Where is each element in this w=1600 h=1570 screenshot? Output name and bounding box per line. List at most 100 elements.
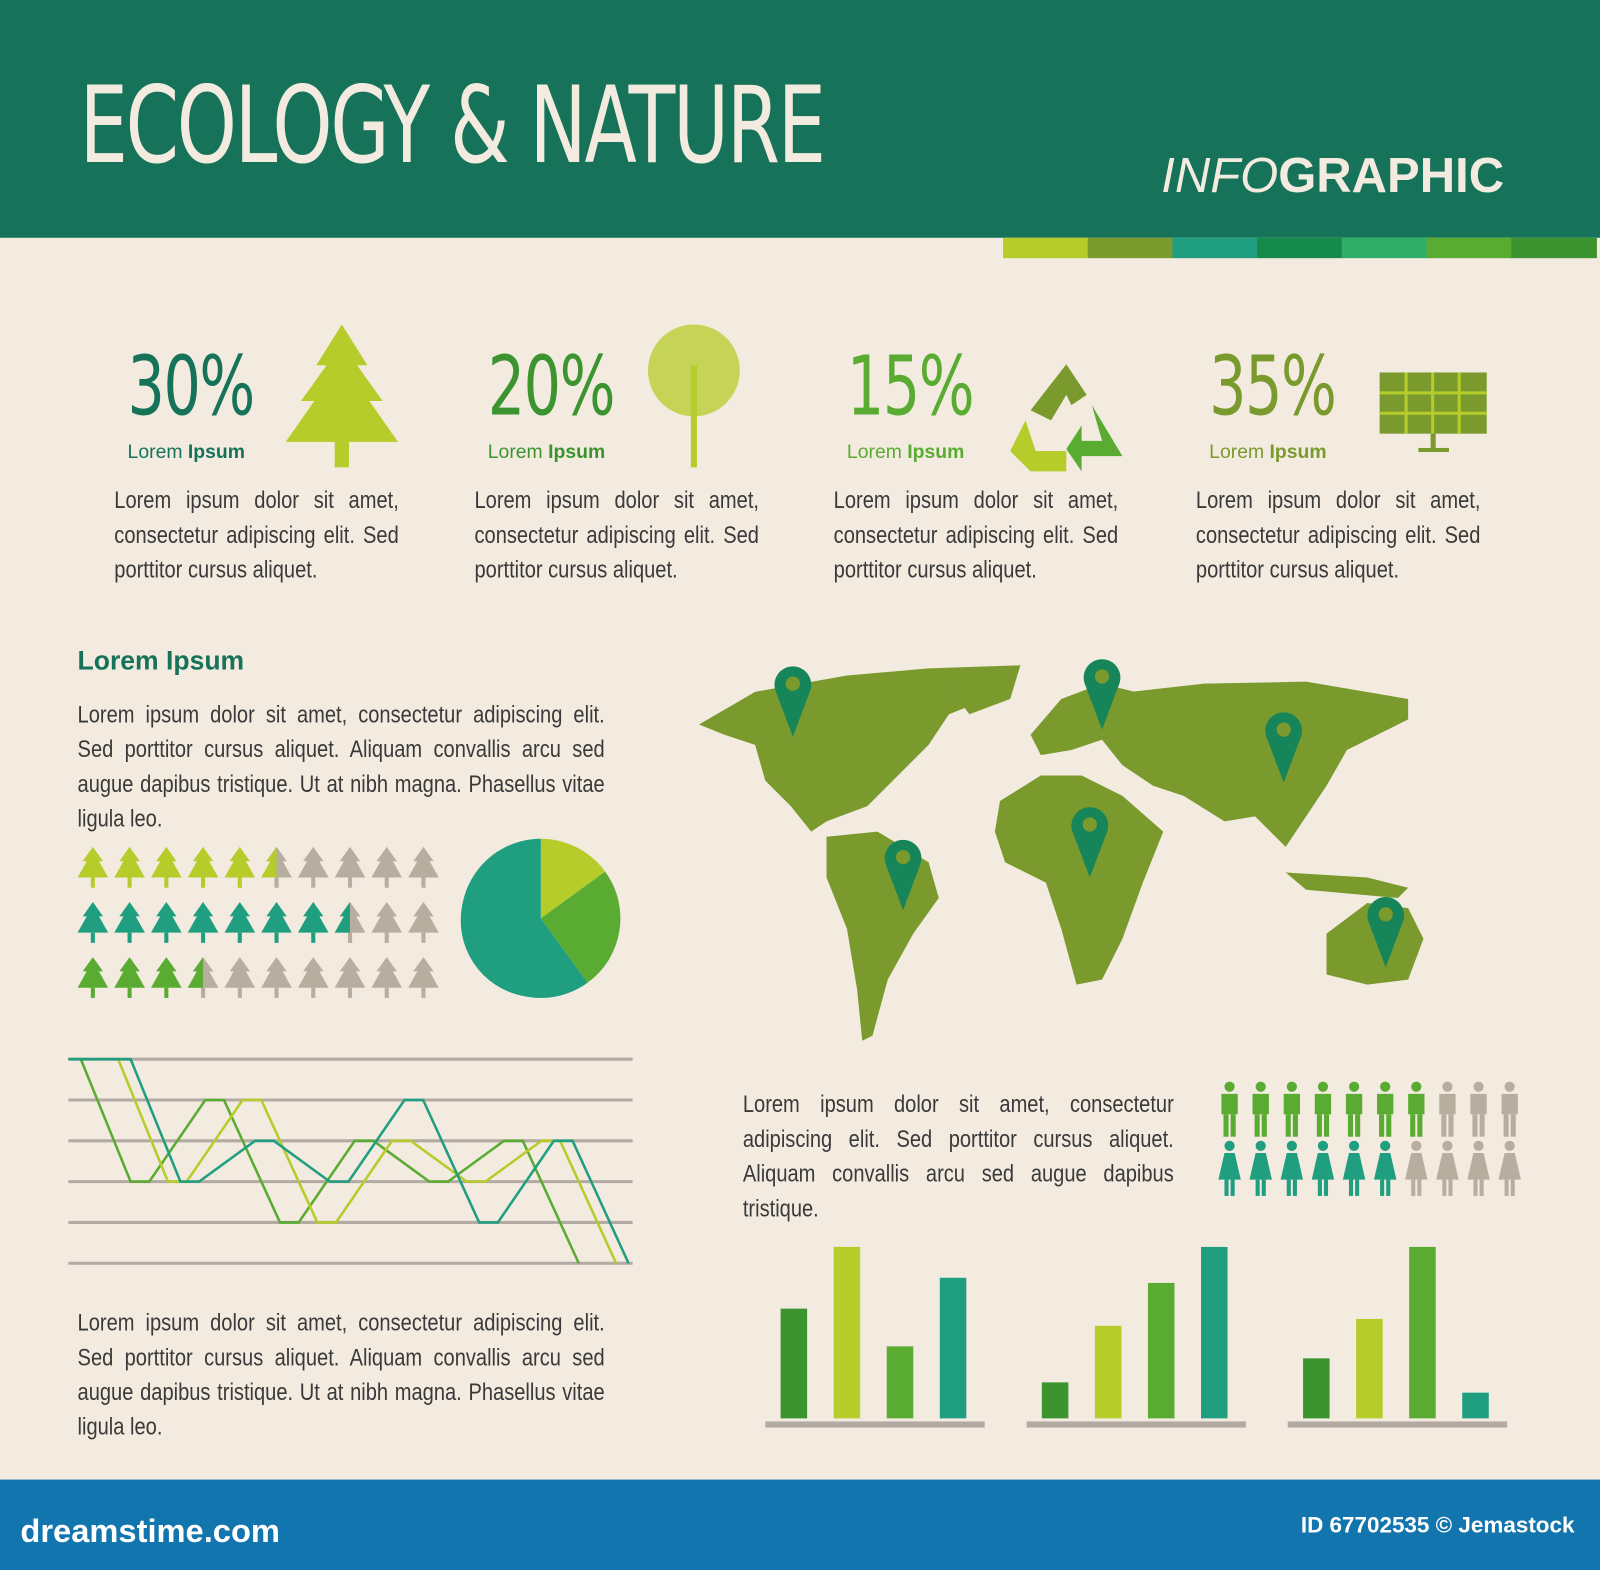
tree-mark	[77, 957, 109, 998]
bar	[833, 1246, 861, 1419]
bar	[1041, 1382, 1069, 1419]
man-icon	[1408, 1081, 1425, 1137]
woman-icon	[1311, 1140, 1335, 1196]
line-chart	[68, 1057, 633, 1265]
indonesia	[1285, 872, 1409, 898]
strip-segment	[1426, 237, 1513, 259]
africa	[994, 775, 1164, 985]
woman-icon	[1467, 1140, 1490, 1196]
tree-mark	[261, 846, 292, 888]
recycle-icon	[1010, 364, 1123, 472]
pine-tree-icon	[285, 324, 398, 468]
man-icon	[1283, 1081, 1300, 1137]
strip-segment	[1257, 237, 1343, 259]
line-series	[68, 1057, 630, 1264]
woman-icon	[1436, 1140, 1459, 1196]
tree-mark	[224, 846, 256, 888]
map-pin-icon[interactable]	[1071, 807, 1109, 878]
tree-mark	[334, 957, 366, 998]
greenland	[938, 665, 1021, 715]
map-pin-icon[interactable]	[884, 839, 922, 911]
stat-value: 20%	[487, 338, 616, 434]
bar-baseline	[765, 1421, 985, 1428]
line-series	[68, 1057, 580, 1264]
tree-mark	[408, 957, 439, 998]
bar	[1094, 1325, 1122, 1419]
tree-mark	[224, 957, 256, 998]
man-icon	[1501, 1081, 1518, 1137]
bar	[1356, 1318, 1383, 1419]
tree-mark	[408, 846, 439, 888]
stat-value: 35%	[1209, 338, 1337, 434]
map-pin-icon[interactable]	[1367, 897, 1405, 968]
woman-icon	[1405, 1140, 1428, 1196]
tree-mark	[371, 957, 403, 998]
pie-slice	[540, 871, 621, 983]
stat-label: Lorem Ipsum	[846, 441, 965, 464]
bar	[886, 1346, 914, 1419]
woman-icon	[1342, 1140, 1366, 1196]
tree-pictogram	[77, 846, 439, 998]
tree-mark	[151, 957, 182, 998]
strip-segment	[1511, 237, 1597, 259]
strip-segment	[1087, 237, 1174, 259]
bar-chart	[765, 1246, 1508, 1428]
man-icon	[1314, 1081, 1332, 1137]
north-america	[698, 665, 1021, 832]
bar-baseline	[1287, 1421, 1508, 1428]
people-text: Lorem ipsum dolor sit amet, consectetur …	[742, 1090, 1174, 1223]
tree-mark	[261, 902, 292, 943]
woman-icon	[1498, 1140, 1521, 1196]
man-icon	[1252, 1081, 1269, 1137]
stat-label: Lorem Ipsum	[487, 441, 606, 464]
tree-mark	[77, 846, 109, 888]
man-icon	[1345, 1081, 1363, 1137]
stat-text: Lorem ipsum dolor sit amet, consectetur …	[474, 486, 759, 584]
bar	[1409, 1246, 1436, 1419]
tree-mark	[151, 846, 182, 888]
page-title: ECOLOGY & NATURE	[79, 63, 826, 188]
stat-label: Lorem Ipsum	[1209, 441, 1327, 464]
world-map	[698, 659, 1424, 1041]
woman-icon	[1373, 1140, 1397, 1196]
tree-mark	[334, 846, 366, 888]
stat-label: Lorem Ipsum	[127, 441, 245, 464]
stat-value: 30%	[127, 338, 256, 434]
map-pin-icon[interactable]	[1265, 712, 1303, 783]
map-pin-icon[interactable]	[1083, 659, 1121, 730]
bar	[1147, 1282, 1175, 1419]
stat-text: Lorem ipsum dolor sit amet, consectetur …	[1195, 486, 1481, 584]
man-icon	[1377, 1081, 1394, 1137]
tree-mark	[371, 846, 403, 888]
stat-value: 15%	[846, 338, 975, 434]
footer-bar	[0, 1479, 1600, 1570]
bar	[939, 1277, 967, 1419]
pie-chart	[460, 838, 621, 998]
man-icon	[1470, 1081, 1487, 1137]
tree-mark	[297, 902, 329, 943]
south-america	[826, 831, 939, 1041]
section-heading: Lorem Ipsum	[77, 644, 245, 676]
tree-mark	[187, 957, 219, 998]
bar	[1303, 1358, 1330, 1419]
line-series	[99, 1057, 618, 1264]
solar-panel-icon	[1379, 372, 1487, 453]
header-banner	[0, 0, 1600, 238]
bar-baseline	[1026, 1421, 1246, 1428]
stat-text: Lorem ipsum dolor sit amet, consectetur …	[114, 486, 399, 584]
tree-mark	[334, 902, 366, 943]
tree-mark	[114, 902, 145, 943]
map-pin-icon[interactable]	[774, 666, 812, 737]
woman-icon	[1249, 1140, 1272, 1196]
section-text: Lorem ipsum dolor sit amet, consectetur …	[77, 701, 605, 833]
tree-mark	[371, 902, 403, 943]
man-icon	[1221, 1081, 1238, 1137]
pie-slice	[540, 838, 606, 919]
tree-mark	[114, 846, 145, 888]
man-icon	[1439, 1081, 1456, 1137]
tree-mark	[261, 957, 292, 998]
tree-mark	[297, 846, 329, 888]
bar	[1462, 1392, 1489, 1419]
tree-mark	[224, 902, 256, 943]
leafy-tree-icon	[647, 324, 740, 468]
